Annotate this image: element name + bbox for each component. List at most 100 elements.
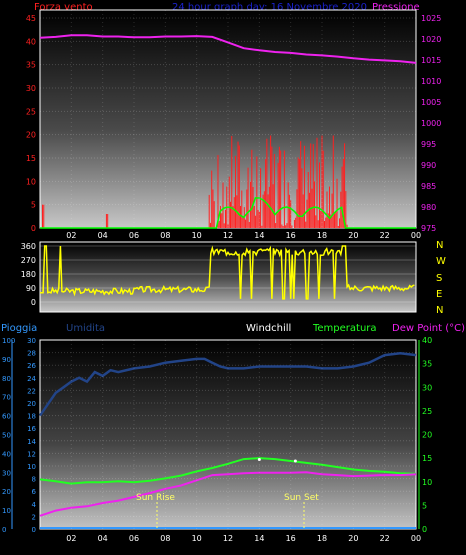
humidity-tick-label: 60 — [2, 413, 11, 421]
pressure-tick-label: 1015 — [421, 56, 441, 65]
x-tick-label: 22 — [380, 534, 390, 543]
x-tick-label: 00 — [411, 231, 421, 240]
x-tick-label: 04 — [98, 231, 108, 240]
wind-average-line — [40, 197, 416, 229]
x-tick-label: 04 — [98, 534, 108, 543]
rain-tick-label: 30 — [27, 337, 36, 345]
compass-e: E — [436, 289, 442, 300]
rain-tick-label: 8 — [32, 476, 36, 484]
pressure-line — [39, 34, 417, 64]
wind-tick-label: 40 — [26, 37, 36, 46]
temperature-tick-label: 20 — [422, 431, 432, 440]
dewpoint-legend: Dew Point (°C) — [392, 323, 465, 334]
rain-tick-label: 28 — [27, 350, 36, 358]
rain-tick-label: 10 — [27, 463, 36, 471]
rain-tick-label: 26 — [27, 362, 36, 370]
temperature-tick-label: 5 — [422, 501, 427, 510]
temperature-tick-label: 10 — [422, 478, 432, 487]
direction-tick-label: 90 — [26, 284, 36, 293]
pressure-tick-label: 1025 — [421, 14, 441, 23]
sun-set-label: Sun Set — [284, 493, 319, 503]
humidity-tick-label: 70 — [2, 394, 11, 402]
rain-tick-label: 12 — [27, 450, 36, 458]
x-tick-label: 12 — [223, 534, 233, 543]
temperature-tick-label: 30 — [422, 383, 432, 392]
x-tick-label: 14 — [254, 534, 264, 543]
wind-tick-label: 35 — [26, 61, 36, 70]
x-tick-label: 06 — [129, 534, 139, 543]
rain-tick-label: 0 — [32, 526, 36, 534]
x-tick-label: 10 — [192, 231, 202, 240]
x-tick-label: 16 — [286, 534, 296, 543]
x-tick-label: 08 — [160, 231, 170, 240]
x-tick-label: 14 — [254, 231, 264, 240]
x-tick-label: 18 — [317, 534, 327, 543]
rain-tick-label: 18 — [27, 413, 36, 421]
windchill-point — [257, 458, 261, 462]
compass-n-bottom: N — [436, 305, 443, 316]
wind-tick-label: 0 — [31, 224, 36, 233]
rain-tick-label: 24 — [27, 375, 36, 383]
wind-tick-label: 45 — [26, 14, 36, 23]
direction-tick-label: 180 — [21, 270, 36, 279]
humidity-tick-label: 20 — [2, 488, 11, 496]
pressure-tick-label: 990 — [421, 161, 436, 170]
wind-tick-label: 20 — [26, 131, 36, 140]
direction-tick-label: 360 — [21, 242, 36, 251]
x-tick-label: 08 — [160, 534, 170, 543]
wind-tick-label: 30 — [26, 84, 36, 93]
wind-tick-label: 15 — [26, 154, 36, 163]
humidity-tick-label: 40 — [2, 450, 11, 458]
sun-rise-label: Sun Rise — [136, 493, 175, 503]
pressure-tick-label: 1010 — [421, 77, 441, 86]
rain-tick-label: 2 — [32, 513, 36, 521]
pressure-tick-label: 975 — [421, 224, 436, 233]
compass-s: S — [436, 273, 442, 284]
compass-w: W — [436, 256, 446, 267]
wind-axis-title: Forza vento — [34, 2, 93, 13]
temperature-tick-label: 40 — [422, 336, 432, 345]
pressure-tick-label: 980 — [421, 203, 436, 212]
humidity-tick-label: 30 — [2, 469, 11, 477]
humidity-tick-label: 50 — [2, 432, 11, 440]
pressure-tick-label: 1000 — [421, 119, 441, 128]
temperature-legend: Temperatura — [312, 323, 377, 334]
compass-n-top: N — [436, 240, 443, 251]
temperature-line — [39, 457, 417, 485]
x-tick-label: 06 — [129, 231, 139, 240]
humidity-tick-label: 100 — [2, 337, 15, 345]
wind-tick-label: 5 — [31, 201, 36, 210]
x-tick-label: 02 — [66, 231, 76, 240]
rain-tick-label: 20 — [27, 400, 36, 408]
pressure-axis-title: Pressione — [372, 2, 420, 13]
x-tick-label: 20 — [348, 231, 358, 240]
humidity-tick-label: 80 — [2, 375, 11, 383]
windchill-legend: Windchill — [246, 323, 291, 334]
pressure-tick-label: 1020 — [421, 35, 441, 44]
pressure-tick-label: 1005 — [421, 98, 441, 107]
x-tick-label: 22 — [380, 231, 390, 240]
direction-tick-label: 0 — [31, 298, 36, 307]
windchill-point — [293, 459, 297, 463]
pressure-tick-label: 985 — [421, 182, 436, 191]
x-tick-label: 12 — [223, 231, 233, 240]
wind-tick-label: 10 — [26, 177, 36, 186]
temperature-tick-label: 15 — [422, 454, 432, 463]
x-tick-label: 00 — [411, 534, 421, 543]
wind-tick-label: 25 — [26, 107, 36, 116]
x-tick-label: 16 — [286, 231, 296, 240]
pressure-tick-label: 995 — [421, 140, 436, 149]
x-tick-label: 10 — [192, 534, 202, 543]
rain-legend: Pioggia — [1, 323, 37, 334]
wind-direction-line — [40, 245, 415, 300]
humidity-line — [38, 351, 417, 417]
rain-tick-label: 16 — [27, 425, 36, 433]
rain-tick-label: 4 — [32, 501, 37, 509]
x-tick-label: 20 — [348, 534, 358, 543]
rain-tick-label: 6 — [32, 488, 37, 496]
rain-tick-label: 22 — [27, 387, 36, 395]
humidity-tick-label: 10 — [2, 507, 11, 515]
chart-title: 24 hour graph day: 16 Novembre 2020 — [172, 2, 367, 13]
humidity-tick-label: 0 — [2, 526, 6, 534]
rain-tick-label: 14 — [27, 438, 36, 446]
